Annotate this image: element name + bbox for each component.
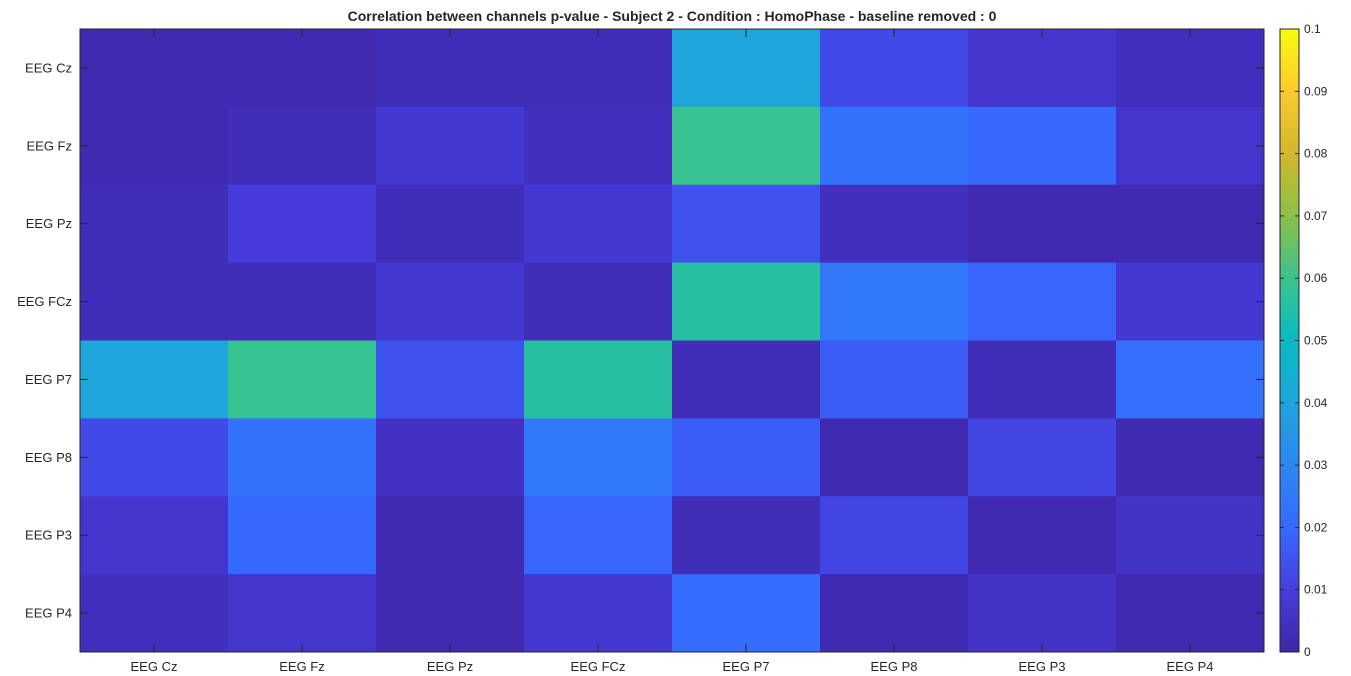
heatmap-cell	[1116, 574, 1265, 653]
heatmap-cell	[672, 262, 821, 341]
heatmap-cell	[376, 29, 525, 108]
heatmap-cell	[820, 262, 969, 341]
heatmap-cell	[228, 184, 377, 264]
y-tick-label: EEG P4	[25, 606, 72, 621]
heatmap-cell	[820, 29, 969, 108]
heatmap-cell	[672, 574, 821, 653]
y-tick-label: EEG Fz	[26, 138, 72, 153]
heatmap-cell	[228, 496, 377, 575]
heatmap-cell	[1116, 106, 1265, 186]
heatmap-cell	[1116, 184, 1265, 264]
colorbar-gradient	[1280, 29, 1299, 652]
heatmap-cell	[820, 340, 969, 419]
heatmap-cell	[524, 106, 673, 186]
heatmap-cell	[80, 574, 229, 653]
heatmap-cell	[1116, 340, 1265, 419]
heatmap-cell	[820, 418, 969, 497]
heatmap-cell	[80, 340, 229, 419]
heatmap-cell	[820, 496, 969, 575]
colorbar-tick-label: 0.04	[1304, 396, 1328, 410]
heatmap-cell	[80, 106, 229, 186]
heatmap-cell	[228, 418, 377, 497]
heatmap-cell	[672, 496, 821, 575]
y-tick-label: EEG P3	[25, 528, 72, 543]
x-tick-label: EEG P7	[723, 659, 770, 674]
x-tick-label: EEG P8	[871, 659, 918, 674]
heatmap-cell	[1116, 262, 1265, 341]
heatmap-cell	[524, 262, 673, 341]
heatmap-cell	[524, 184, 673, 264]
heatmap-cell	[968, 106, 1117, 186]
heatmap-cell	[1116, 29, 1265, 108]
y-tick-label: EEG P8	[25, 450, 72, 465]
heatmap-cell	[376, 184, 525, 264]
y-tick-label: EEG Pz	[26, 216, 72, 231]
heatmap-cell	[1116, 418, 1265, 497]
heatmap-cell	[524, 29, 673, 108]
heatmap-cell	[376, 262, 525, 341]
plot-axes: EEG Cz EEG Fz EEG Pz EEG FCz EEG P7 EEG P8 EEG…	[17, 28, 1265, 674]
x-tick-label: EEG FCz	[571, 659, 626, 674]
heatmap-cell	[228, 574, 377, 653]
colorbar-tick-label: 0.03	[1304, 458, 1328, 472]
x-tick-label: EEG Cz	[131, 659, 178, 674]
colorbar-tick-label: 0.08	[1304, 147, 1328, 161]
x-tick-label: EEG P3	[1019, 659, 1066, 674]
colorbar-tick-label: 0.02	[1304, 520, 1328, 534]
heatmap-cell	[228, 106, 377, 186]
x-tick-label: EEG Pz	[427, 659, 473, 674]
heatmap-cell	[968, 184, 1117, 264]
y-tick-label: EEG P7	[25, 372, 72, 387]
heatmap-cell	[672, 184, 821, 264]
heatmap-cell	[376, 106, 525, 186]
colorbar-tick-label: 0.05	[1304, 334, 1328, 348]
heatmap-cell	[80, 184, 229, 264]
y-tick-label: EEG FCz	[17, 294, 72, 309]
heatmap-cell	[968, 29, 1117, 108]
x-tick-label: EEG P4	[1167, 659, 1214, 674]
heatmap-cell	[672, 29, 821, 108]
colorbar-tick-label: 0.06	[1304, 271, 1328, 285]
heatmap-cell	[820, 574, 969, 653]
heatmap-cell	[80, 496, 229, 575]
heatmap-cell	[968, 496, 1117, 575]
colorbar-tick-label: 0.09	[1304, 84, 1328, 98]
heatmap-cell	[672, 340, 821, 419]
heatmap-cell	[80, 262, 229, 341]
heatmap-cell	[376, 574, 525, 653]
heatmap-cell	[524, 418, 673, 497]
colorbar-tick-label: 0.07	[1304, 209, 1328, 223]
heatmap-cell	[228, 29, 377, 108]
heatmap-cell	[968, 262, 1117, 341]
plot-frame	[79, 28, 1265, 653]
heatmap-cell	[968, 574, 1117, 653]
heatmap-cell	[376, 340, 525, 419]
heatmap-cell	[820, 184, 969, 264]
y-tick-label: EEG Cz	[25, 60, 72, 75]
colorbar-tick-label: 0.01	[1304, 583, 1328, 597]
heatmap-cell	[80, 29, 229, 108]
colorbar: 0 0.01 0.02 0.03 0.04 0.05 0.06 0.07 0.08 0.09 0.1	[1279, 22, 1328, 659]
heatmap-cell	[524, 574, 673, 653]
heatmap-cell	[968, 340, 1117, 419]
heatmap-cell	[80, 418, 229, 497]
heatmap-cells	[80, 29, 1265, 653]
heatmap-cell	[1116, 496, 1265, 575]
heatmap-cell	[820, 106, 969, 186]
heatmap-cell	[228, 340, 377, 419]
heatmap-cell	[524, 340, 673, 419]
heatmap-cell	[524, 496, 673, 575]
x-tick-label: EEG Fz	[279, 659, 325, 674]
chart-title: Correlation between channels p-value - S…	[348, 8, 997, 24]
heatmap-cell	[228, 262, 377, 341]
colorbar-tick-label: 0	[1304, 645, 1311, 659]
heatmap-cell	[376, 496, 525, 575]
heatmap-cell	[672, 106, 821, 186]
colorbar-tick-label: 0.1	[1304, 22, 1321, 36]
heatmap-cell	[376, 418, 525, 497]
heatmap-cell	[672, 418, 821, 497]
heatmap-cell	[968, 418, 1117, 497]
